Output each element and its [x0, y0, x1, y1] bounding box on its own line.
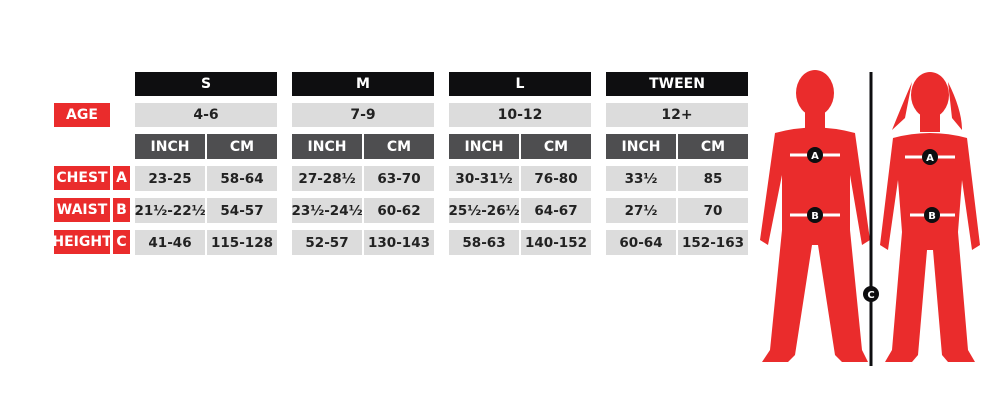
girl-silhouette [880, 72, 980, 362]
height-inch-cell: 41-46 [135, 230, 205, 255]
boy-silhouette [760, 70, 870, 362]
chest-inch-cell: 30-31½ [449, 166, 519, 191]
age-label: AGE [54, 103, 110, 127]
waist-cm-cell: 54-57 [207, 198, 277, 223]
chest-inch-cell: 27-28½ [292, 166, 362, 191]
waist-letter: B [113, 198, 130, 222]
marker-b-girl-text: B [928, 211, 936, 222]
inch-header: INCH [135, 134, 205, 159]
age-cell: 12+ [606, 103, 748, 127]
marker-b-girl [924, 207, 940, 223]
cm-header: CM [364, 134, 434, 159]
marker-b-boy [807, 207, 823, 223]
chest-letter: A [113, 166, 130, 190]
chest-cm-cell: 76-80 [521, 166, 591, 191]
chest-cm-cell: 58-64 [207, 166, 277, 191]
marker-b-boy-text: B [811, 211, 819, 222]
chest-cm-cell: 85 [678, 166, 748, 191]
waist-inch-cell: 25½-26½ [448, 198, 520, 223]
marker-a-girl [922, 149, 938, 165]
marker-a-boy [807, 147, 823, 163]
age-cell: 10-12 [449, 103, 591, 127]
marker-c-text: C [867, 290, 874, 301]
marker-a-boy-text: A [811, 151, 819, 162]
waist-inch-cell: 23½-24½ [291, 198, 363, 223]
height-cm-cell: 115-128 [207, 230, 277, 255]
chest-cm-cell: 63-70 [364, 166, 434, 191]
marker-a-girl-text: A [926, 153, 934, 164]
waist-cm-cell: 64-67 [521, 198, 591, 223]
inch-header: INCH [292, 134, 362, 159]
height-inch-cell: 58-63 [449, 230, 519, 255]
height-inch-cell: 52-57 [292, 230, 362, 255]
marker-c [863, 286, 879, 302]
cm-header: CM [678, 134, 748, 159]
age-cell: 7-9 [292, 103, 434, 127]
waist-inch-cell: 27½ [606, 198, 676, 223]
waist-inch-cell: 21½-22½ [134, 198, 206, 223]
size-header: TWEEN [606, 72, 748, 96]
chest-label: CHEST [54, 166, 110, 190]
height-letter: C [113, 230, 130, 254]
height-cm-cell: 152-163 [678, 230, 748, 255]
chest-inch-cell: 33½ [606, 166, 676, 191]
height-label: HEIGHT [52, 230, 112, 254]
height-cm-cell: 130-143 [364, 230, 434, 255]
waist-cm-cell: 70 [678, 198, 748, 223]
height-inch-cell: 60-64 [606, 230, 676, 255]
height-cm-cell: 140-152 [521, 230, 591, 255]
waist-label: WAIST [54, 198, 110, 222]
inch-header: INCH [606, 134, 676, 159]
age-cell: 4-6 [135, 103, 277, 127]
cm-header: CM [521, 134, 591, 159]
size-header: M [292, 72, 434, 96]
inch-header: INCH [449, 134, 519, 159]
size-header: L [449, 72, 591, 96]
waist-cm-cell: 60-62 [364, 198, 434, 223]
size-header: S [135, 72, 277, 96]
chest-inch-cell: 23-25 [135, 166, 205, 191]
cm-header: CM [207, 134, 277, 159]
